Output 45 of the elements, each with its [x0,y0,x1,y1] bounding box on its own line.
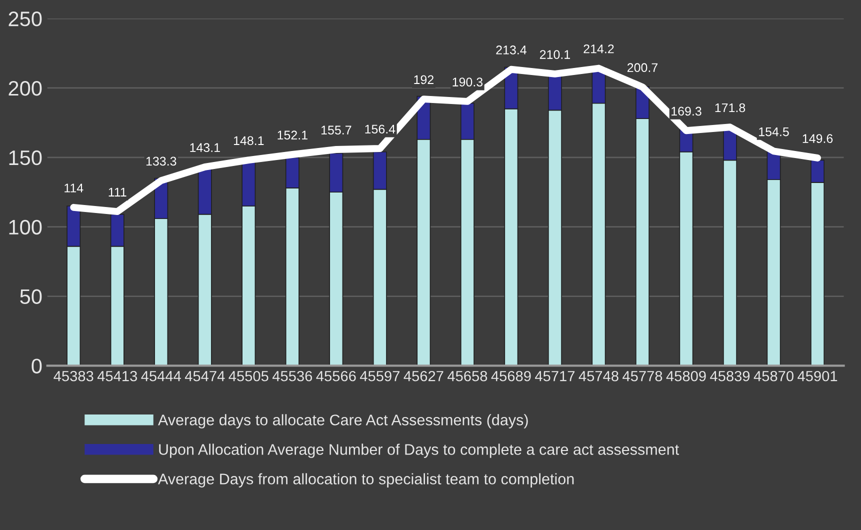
data-label: 111 [108,188,126,196]
x-tick-label: 45748 [578,370,618,382]
data-label: 192 [414,75,434,84]
y-tick-label: 200 [8,80,42,96]
data-label: 154.5 [759,127,789,136]
x-tick-label: 45383 [54,370,94,382]
y-tick-label: 50 [20,289,42,304]
data-label: 143.1 [190,143,220,152]
y-tick-label: 250 [8,12,42,26]
data-label: 200.7 [627,63,658,72]
x-tick-label: 45809 [666,370,706,382]
x-tick-label: 45689 [491,370,531,382]
x-tick-label: 45658 [448,370,488,382]
data-label: 152.1 [278,130,308,140]
x-tick-label: 45566 [316,370,356,382]
x-tick-label: 45839 [710,370,750,382]
x-tick-label: 45870 [754,370,794,382]
x-tick-label: 45597 [360,370,400,382]
data-label: 156.4 [365,124,396,134]
x-tick-label: 45536 [272,370,312,382]
data-label: 210.1 [540,50,570,59]
x-tick-label: 45778 [622,370,662,382]
data-label: 114 [64,184,84,192]
legend-label: Average Days from allocation to specialist team to completion [158,473,574,488]
data-label: 148.1 [234,136,264,146]
data-label: 171.8 [715,103,746,112]
x-tick-label: 45901 [798,370,838,382]
x-tick-label: 45505 [228,370,268,382]
data-label: 169.3 [672,106,702,116]
data-label: 149.6 [802,134,833,143]
data-label: 133.3 [146,156,176,166]
data-label: 190.3 [452,78,483,86]
data-label: 214.2 [584,44,614,54]
y-tick-label: 150 [9,150,42,166]
data-label: 155.7 [321,126,352,135]
y-tick-label: 100 [9,220,42,235]
y-tick-label: 0 [32,358,42,374]
legend-label: Upon Allocation Average Number of Days to complete a care act assessment [159,444,679,458]
x-tick-label: 45717 [535,371,575,382]
x-tick-label: 45413 [97,370,138,382]
data-label: 213.4 [496,46,526,54]
x-tick-label: 45444 [141,371,181,382]
x-tick-label: 45474 [184,371,225,382]
legend-label: Average days to allocate Care Act Assessments (days) [158,414,528,428]
x-tick-label: 45627 [404,370,444,382]
